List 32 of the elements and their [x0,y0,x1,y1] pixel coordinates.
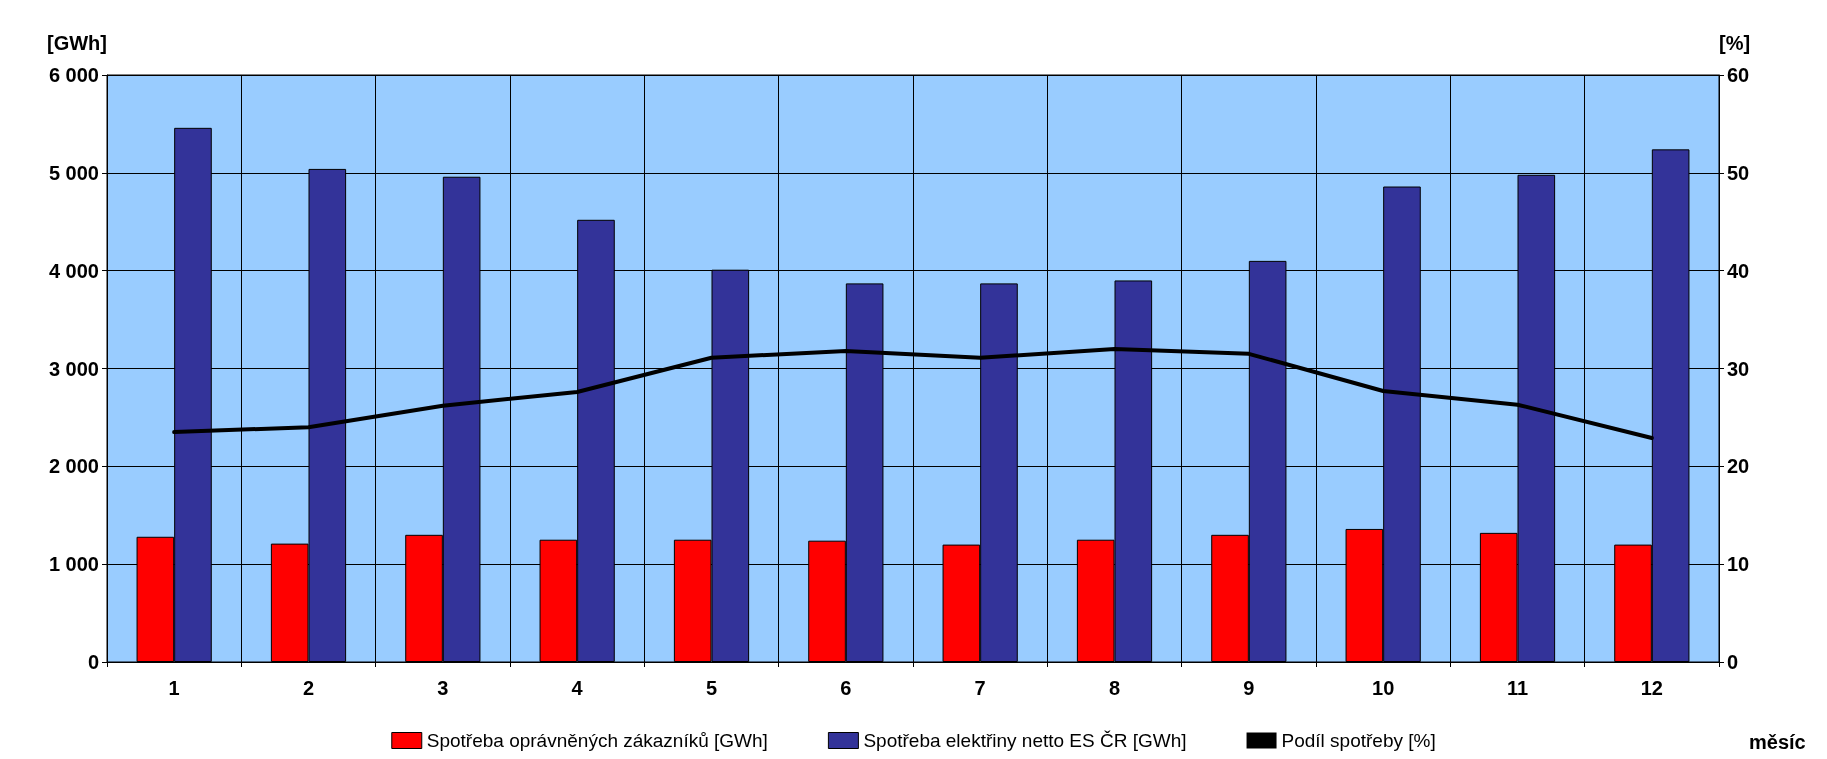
x-axis-title: měsíc [1749,731,1806,753]
legend-label: Podíl spotřeby [%] [1281,730,1436,751]
x-tick-label: 1 [168,677,180,699]
y2-tick-label: 20 [1727,455,1750,478]
x-tick-label: 6 [840,677,852,699]
x-tick-label: 4 [571,677,584,699]
y2-axis-title: [%] [1719,32,1751,54]
y2-tick-label: 10 [1727,553,1750,576]
x-tick-label: 10 [1372,677,1395,699]
y-tick-label: 1 000 [48,553,99,576]
x-tick-label: 7 [974,677,986,699]
y-tick-label: 2 000 [48,455,99,478]
y-tick-label: 0 [87,651,99,673]
x-tick-label: 3 [437,677,449,699]
y2-tick-label: 0 [1727,651,1739,673]
y2-tick-label: 30 [1727,357,1750,380]
y2-tick-label: 50 [1727,161,1750,184]
x-tick-label: 12 [1640,677,1663,699]
y-tick-label: 5 000 [48,161,99,184]
x-tick-label: 11 [1506,677,1529,699]
legend-label: Spotřeba oprávněných zákazníků [GWh] [426,730,768,751]
x-tick-label: 9 [1243,677,1255,699]
y2-tick-label: 60 [1727,64,1750,86]
x-tick-label: 2 [302,677,315,699]
y-axis-title: [GWh] [47,32,107,54]
y-tick-label: 6 000 [48,64,99,86]
x-tick-label: 8 [1108,677,1121,699]
y-tick-label: 3 000 [48,357,99,380]
y2-tick-label: 40 [1727,259,1750,282]
legend-label: Spotřeba elektřiny netto ES ČR [GWh] [863,730,1187,751]
x-tick-label: 5 [705,677,718,699]
y-tick-label: 4 000 [48,259,99,282]
